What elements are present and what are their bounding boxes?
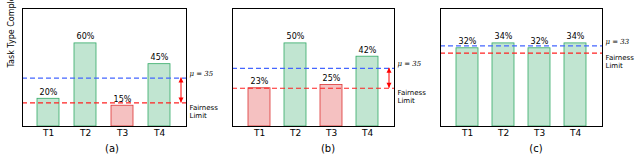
svg-text:32%: 32% [531, 37, 549, 46]
svg-text:25%: 25% [323, 74, 341, 83]
svg-text:50%: 50% [287, 32, 305, 41]
svg-text:T2: T2 [79, 128, 91, 138]
svg-text:15%: 15% [113, 94, 132, 104]
svg-text:T2: T2 [497, 128, 509, 138]
svg-text:T4: T4 [153, 128, 165, 138]
svg-text:μ = 35: μ = 35 [398, 60, 422, 68]
svg-text:T3: T3 [325, 128, 337, 138]
svg-text:FairnessLimit: FairnessLimit [190, 104, 219, 119]
svg-text:20%: 20% [40, 88, 58, 97]
svg-text:23%: 23% [251, 77, 269, 86]
svg-text:T4: T4 [569, 128, 581, 138]
html-text:(a): (a) [105, 143, 119, 154]
svg-text:T1: T1 [461, 128, 473, 138]
svg-text:60%: 60% [77, 32, 95, 41]
svg-text:42%: 42% [359, 46, 377, 55]
html-text:(c): (c) [529, 143, 543, 154]
svg-text:FairnessLimit: FairnessLimit [606, 54, 635, 69]
svg-text:T2: T2 [289, 128, 301, 138]
html-text:(b): (b) [320, 143, 336, 154]
svg-text:T1: T1 [42, 128, 54, 138]
svg-text:μ = 33: μ = 33 [606, 38, 630, 46]
svg-text:T1: T1 [253, 128, 265, 138]
svg-text:T4: T4 [361, 128, 373, 138]
svg-text:34%: 34% [567, 32, 585, 41]
svg-text:Task Type Completion Rate: Task Type Completion Rate [7, 0, 16, 69]
svg-text:45%: 45% [151, 53, 169, 62]
svg-text:μ = 35: μ = 35 [190, 70, 214, 78]
svg-text:FairnessLimit: FairnessLimit [398, 89, 427, 104]
svg-text:T3: T3 [116, 128, 128, 138]
svg-text:32%: 32% [459, 37, 477, 46]
svg-text:34%: 34% [495, 32, 513, 41]
svg-text:T3: T3 [533, 128, 545, 138]
